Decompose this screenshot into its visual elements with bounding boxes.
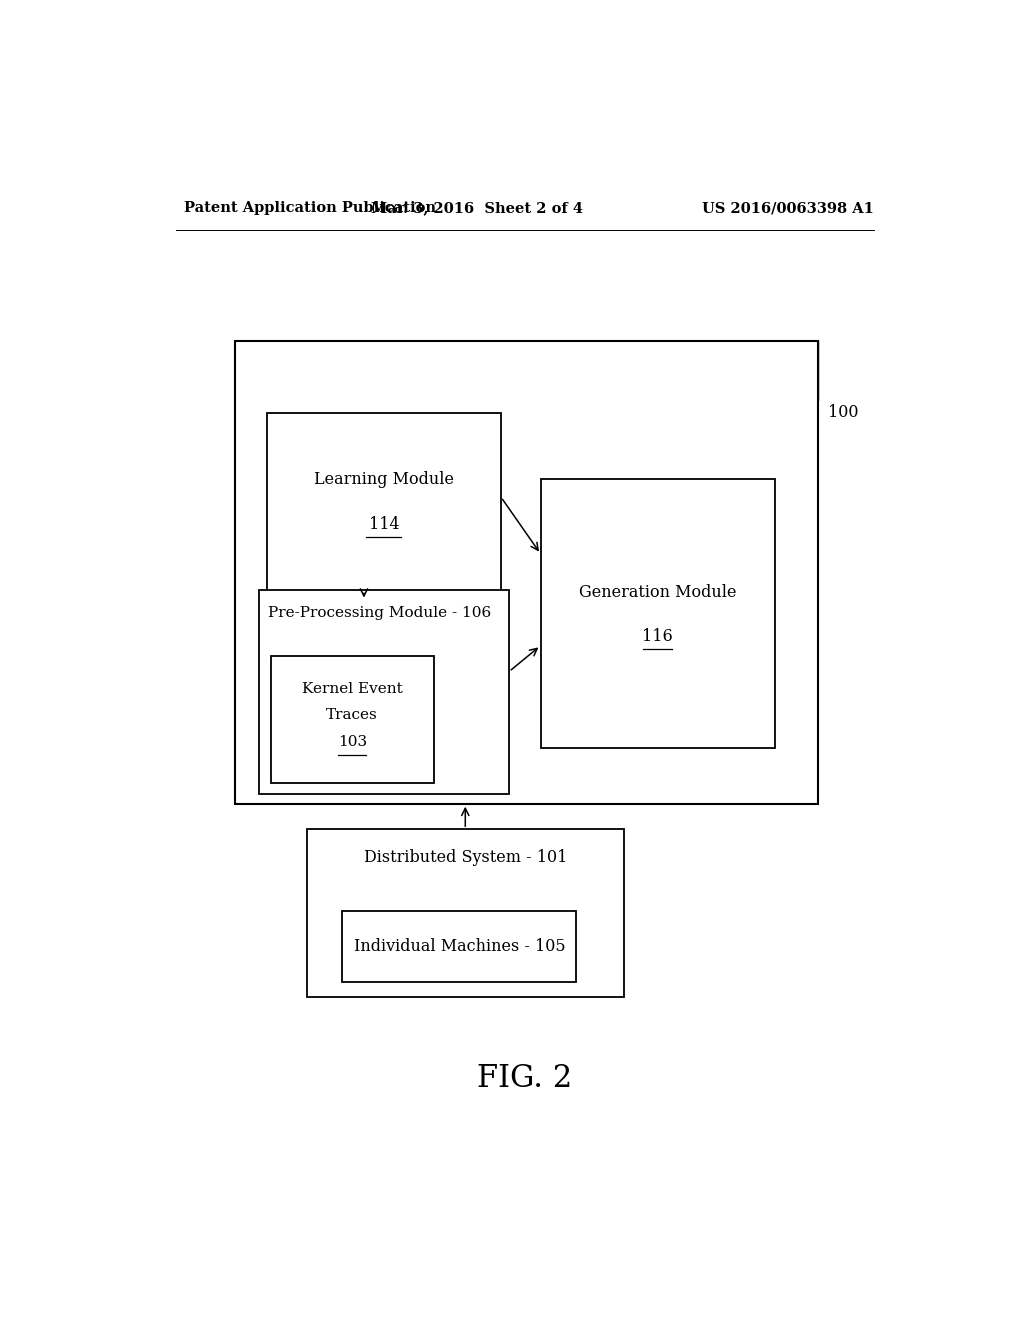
Text: Learning Module: Learning Module xyxy=(314,470,454,487)
Text: Traces: Traces xyxy=(327,708,378,722)
Text: Pre-Processing Module - 106: Pre-Processing Module - 106 xyxy=(268,606,492,619)
Bar xyxy=(259,590,509,793)
Text: 116: 116 xyxy=(642,628,673,645)
Bar xyxy=(541,479,775,748)
Text: Patent Application Publication: Patent Application Publication xyxy=(183,201,435,215)
Text: Distributed System - 101: Distributed System - 101 xyxy=(364,849,567,866)
Text: Mar. 3, 2016  Sheet 2 of 4: Mar. 3, 2016 Sheet 2 of 4 xyxy=(371,201,584,215)
Text: Generation Module: Generation Module xyxy=(579,585,736,602)
Text: 103: 103 xyxy=(338,735,367,750)
Text: Kernel Event: Kernel Event xyxy=(302,682,402,697)
Text: 100: 100 xyxy=(828,404,858,421)
Text: FIG. 2: FIG. 2 xyxy=(477,1063,572,1094)
Bar xyxy=(342,911,577,982)
Bar xyxy=(306,829,624,997)
Text: 114: 114 xyxy=(369,516,399,533)
Bar xyxy=(267,413,501,601)
Bar xyxy=(236,342,818,804)
Text: Individual Machines - 105: Individual Machines - 105 xyxy=(353,937,565,954)
Text: US 2016/0063398 A1: US 2016/0063398 A1 xyxy=(702,201,873,215)
Bar xyxy=(270,656,433,784)
